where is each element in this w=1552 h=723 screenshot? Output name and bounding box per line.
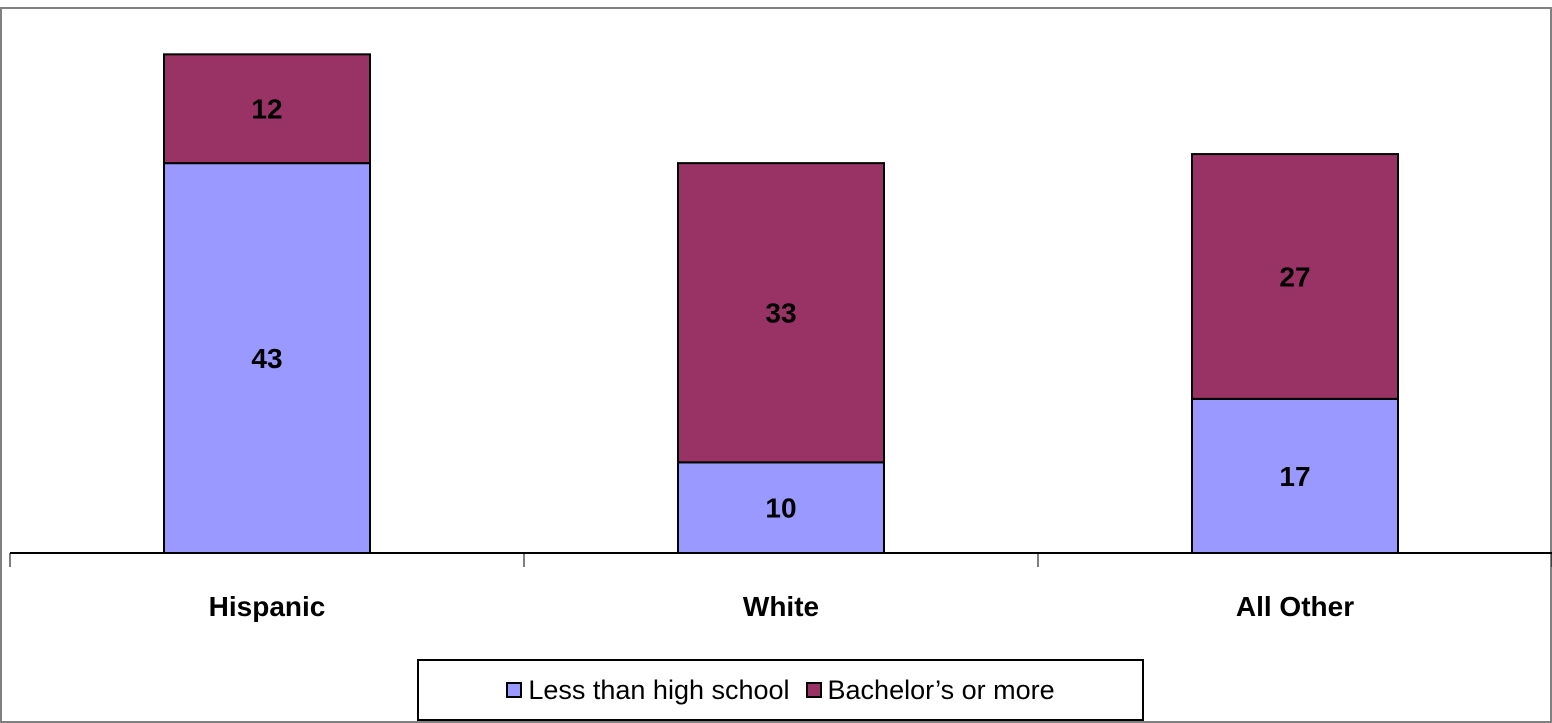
x-tick-label-white: White	[743, 591, 819, 622]
data-label-all-other-bachelor-s-or-more: 27	[1279, 261, 1310, 292]
chart-legend: Less than high school Bachelor’s or more	[417, 659, 1144, 721]
x-tick-label-all-other: All Other	[1236, 591, 1354, 622]
bars-layer: 43 12 10 33 17 27	[163, 53, 1399, 555]
x-tick-label-hispanic: Hispanic	[209, 591, 326, 622]
legend-item-bachelors-or-more: Bachelor’s or more	[805, 674, 1055, 706]
legend-item-less-than-high-school: Less than high school	[506, 674, 790, 706]
x-axis: Hispanic White All Other	[9, 552, 1552, 622]
data-label-all-other-less-than-high-school: 17	[1279, 461, 1310, 492]
data-label-white-less-than-high-school: 10	[765, 493, 796, 524]
data-label-white-bachelor-s-or-more: 33	[765, 298, 796, 329]
legend-swatch-bachelors-or-more	[805, 682, 822, 698]
data-label-hispanic-bachelor-s-or-more: 12	[251, 94, 282, 125]
data-label-hispanic-less-than-high-school: 43	[251, 343, 282, 374]
legend-swatch-less-than-high-school	[506, 682, 523, 698]
bar-all-other-bachelor-s-or-more	[1191, 153, 1399, 400]
legend-label-less-than-high-school: Less than high school	[528, 674, 790, 705]
legend-label-bachelors-or-more: Bachelor’s or more	[827, 674, 1055, 705]
bar-hispanic-bachelor-s-or-more	[163, 53, 371, 165]
bar-white-bachelor-s-or-more	[677, 162, 885, 464]
chart-area-border	[0, 7, 1552, 723]
